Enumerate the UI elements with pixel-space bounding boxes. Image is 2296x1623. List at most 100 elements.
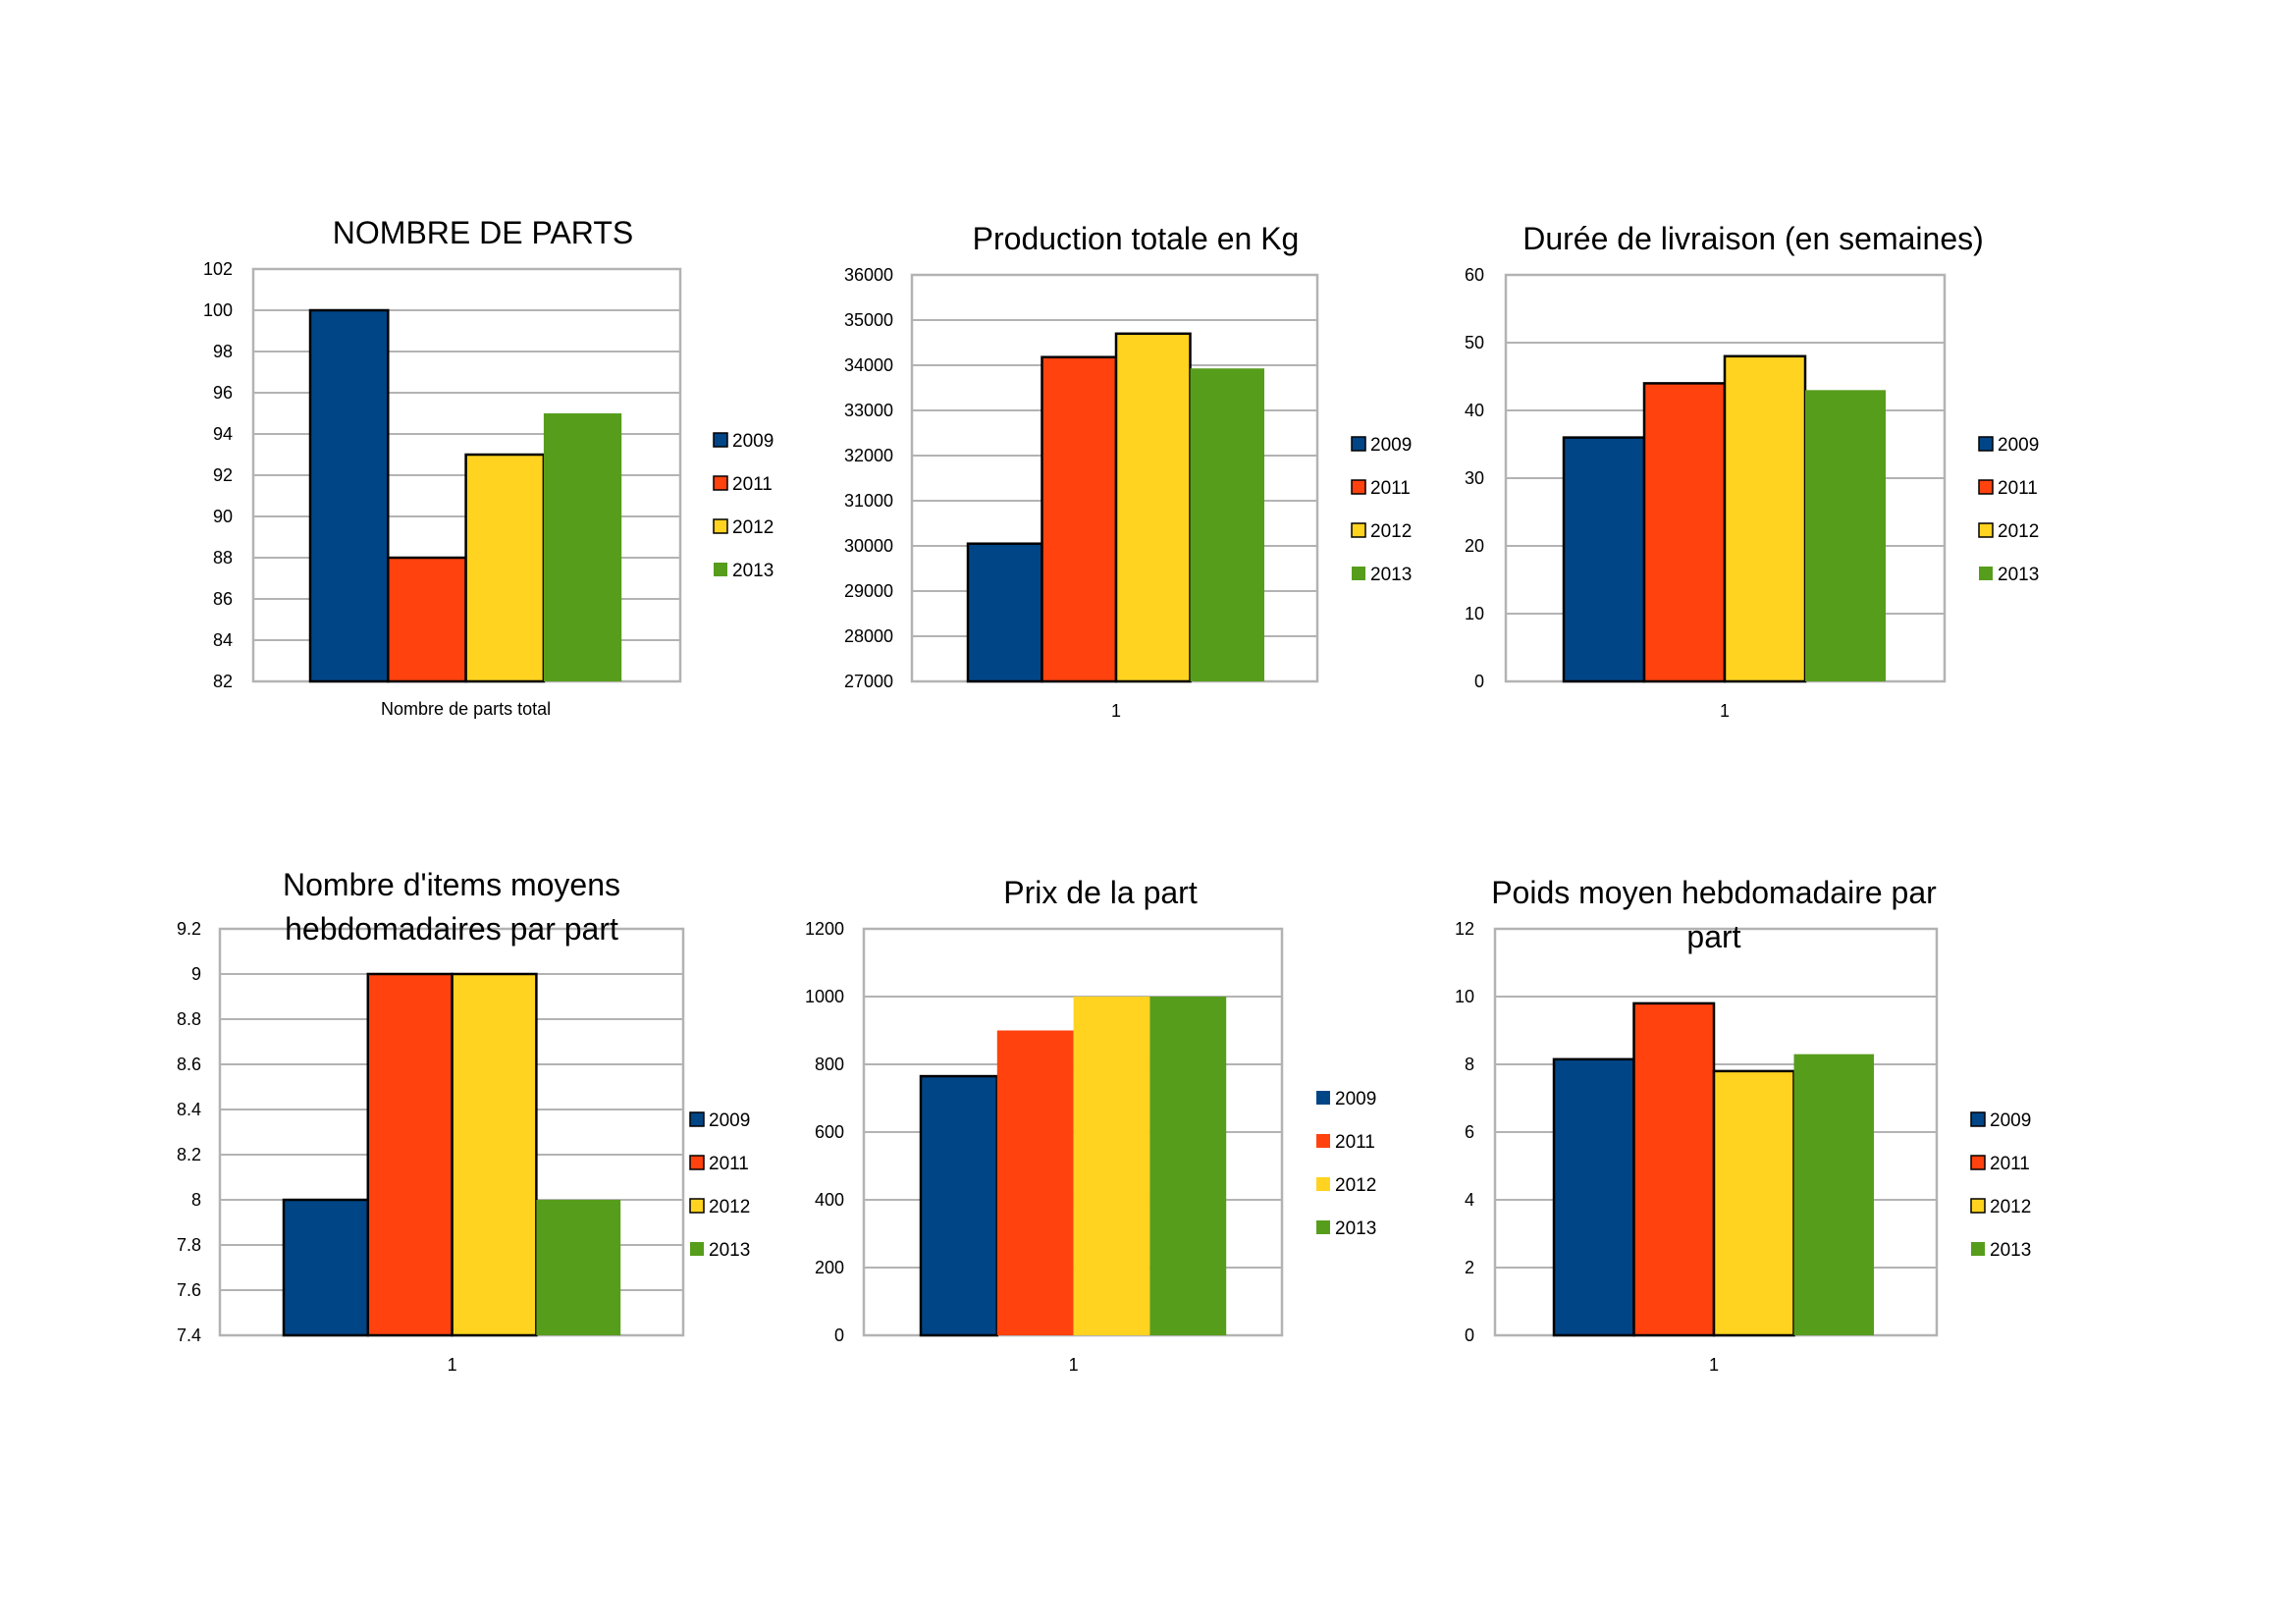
y-tick-label: 102 — [203, 259, 233, 279]
legend-label-2011: 2011 — [732, 474, 773, 495]
legend-label-2013: 2013 — [1335, 1218, 1376, 1239]
legend-swatch-2011 — [1970, 1155, 1986, 1170]
legend-label-2013: 2013 — [1370, 565, 1412, 585]
y-tick-label: 9 — [191, 964, 201, 984]
legend-swatch-2009 — [689, 1111, 705, 1127]
y-tick-label: 86 — [213, 589, 233, 609]
bar-2009 — [1562, 436, 1646, 683]
legend-label-2009: 2009 — [709, 1110, 750, 1131]
y-tick-label: 1200 — [805, 919, 844, 939]
y-tick-label: 33000 — [844, 401, 893, 420]
legend-swatch-2012 — [1978, 522, 1994, 538]
y-tick-label: 92 — [213, 465, 233, 485]
bar-2011 — [996, 1030, 1074, 1335]
y-tick-label: 82 — [213, 672, 233, 691]
y-tick-label: 28000 — [844, 626, 893, 646]
legend-label-2012: 2012 — [1998, 521, 2039, 542]
legend-label-2009: 2009 — [1370, 435, 1412, 456]
y-tick-label: 84 — [213, 630, 233, 650]
legend: 2009 2011 2012 2013 — [713, 431, 774, 581]
y-tick-label: 8.2 — [177, 1145, 201, 1164]
bar-2011 — [1642, 382, 1727, 683]
legend-label-2011: 2011 — [1998, 478, 2038, 499]
legend-swatch-2011 — [689, 1155, 705, 1170]
legend-swatch-2012 — [1351, 522, 1366, 538]
bar-2013 — [1793, 1054, 1874, 1335]
bar-2009 — [308, 308, 390, 683]
bar-2012 — [464, 453, 546, 683]
y-tick-label: 98 — [213, 342, 233, 361]
legend-swatch-2009 — [1970, 1111, 1986, 1127]
legend: 2009 2011 2012 2013 — [1970, 1110, 2031, 1261]
legend-label-2011: 2011 — [1335, 1132, 1375, 1153]
x-category-label: 1 — [448, 1355, 457, 1375]
y-tick-label: 90 — [213, 507, 233, 526]
bar-2013 — [536, 1200, 621, 1335]
legend-swatch-2009 — [1351, 436, 1366, 452]
y-tick-label: 9.2 — [177, 919, 201, 939]
bar-2013 — [1190, 368, 1264, 681]
y-tick-label: 200 — [815, 1258, 844, 1277]
bar-2009 — [282, 1198, 370, 1337]
y-tick-label: 10 — [1455, 987, 1474, 1006]
y-tick-label: 400 — [815, 1190, 844, 1210]
bar-2011 — [1041, 355, 1118, 683]
legend-swatch-2012 — [713, 518, 728, 534]
y-tick-label: 27000 — [844, 672, 893, 691]
chart-title: NOMBRE DE PARTS — [333, 215, 633, 250]
y-tick-label: 94 — [213, 424, 233, 444]
legend-label-2013: 2013 — [1998, 565, 2039, 585]
y-tick-label: 36000 — [844, 265, 893, 285]
legend-swatch-2012 — [1970, 1198, 1986, 1214]
chart-4: 7.4 7.6 7.8 8 8.2 8.4 8.6 8.8 9 9.2 1 Nombre d'item… — [177, 867, 750, 1375]
legend-label-2012: 2012 — [732, 517, 774, 538]
y-tick-label: 1000 — [805, 987, 844, 1006]
y-tick-label: 60 — [1465, 265, 1484, 285]
y-tick-label: 10 — [1465, 604, 1484, 623]
legend-swatch-2013 — [714, 563, 727, 576]
legend-label-2009: 2009 — [1998, 435, 2039, 456]
y-tick-label: 7.6 — [177, 1280, 201, 1300]
x-category-label: 1 — [1111, 701, 1121, 721]
legend: 2009 2011 2012 2013 — [1351, 435, 1412, 585]
bar-2012 — [1114, 332, 1192, 683]
legend-swatch-2013 — [1979, 567, 1993, 580]
y-tick-label: 8 — [191, 1190, 201, 1210]
chart-6: 0 2 4 6 8 10 12 1 Poids moyen hebdomadaire par pa… — [1455, 875, 2031, 1375]
legend-swatch-2011 — [713, 475, 728, 491]
legend-swatch-2011 — [1351, 479, 1366, 495]
chart-5: 0 200 400 600 800 1000 1200 1 Prix de la part 200… — [805, 875, 1376, 1375]
y-tick-label: 20 — [1465, 536, 1484, 556]
chart-title: hebdomadaires par part — [285, 911, 618, 947]
chart-title: Production totale en Kg — [973, 221, 1300, 256]
legend-swatch-2009 — [1316, 1091, 1330, 1105]
legend-label-2013: 2013 — [732, 561, 774, 581]
bar-2012 — [1723, 354, 1807, 683]
legend-label-2011: 2011 — [709, 1154, 749, 1174]
y-tick-label: 30000 — [844, 536, 893, 556]
y-tick-label: 29000 — [844, 581, 893, 601]
x-category-label: 1 — [1709, 1355, 1719, 1375]
bar-2013 — [1149, 997, 1227, 1335]
bar-2013 — [543, 413, 622, 681]
legend-label-2011: 2011 — [1370, 478, 1411, 499]
legend-swatch-2012 — [1316, 1177, 1330, 1191]
legend-label-2013: 2013 — [709, 1240, 750, 1261]
y-tick-label: 6 — [1465, 1122, 1474, 1142]
legend-swatch-2011 — [1978, 479, 1994, 495]
legend: 2009 2011 2012 2013 — [1978, 435, 2039, 585]
chart-title: Prix de la part — [1003, 875, 1198, 910]
legend-label-2012: 2012 — [1990, 1197, 2031, 1217]
bar-2009 — [919, 1074, 999, 1337]
y-tick-label: 0 — [1465, 1325, 1474, 1345]
legend-swatch-2009 — [1978, 436, 1994, 452]
y-tick-label: 4 — [1465, 1190, 1474, 1210]
y-tick-label: 32000 — [844, 446, 893, 465]
legend-label-2009: 2009 — [1335, 1089, 1376, 1109]
bar-2009 — [1552, 1057, 1635, 1337]
chart-3: 0 10 20 30 40 50 60 1 Durée de livraison (en sem… — [1465, 221, 2039, 721]
legend-swatch-2012 — [689, 1198, 705, 1214]
y-tick-label: 12 — [1455, 919, 1474, 939]
legend-swatch-2013 — [1316, 1220, 1330, 1234]
